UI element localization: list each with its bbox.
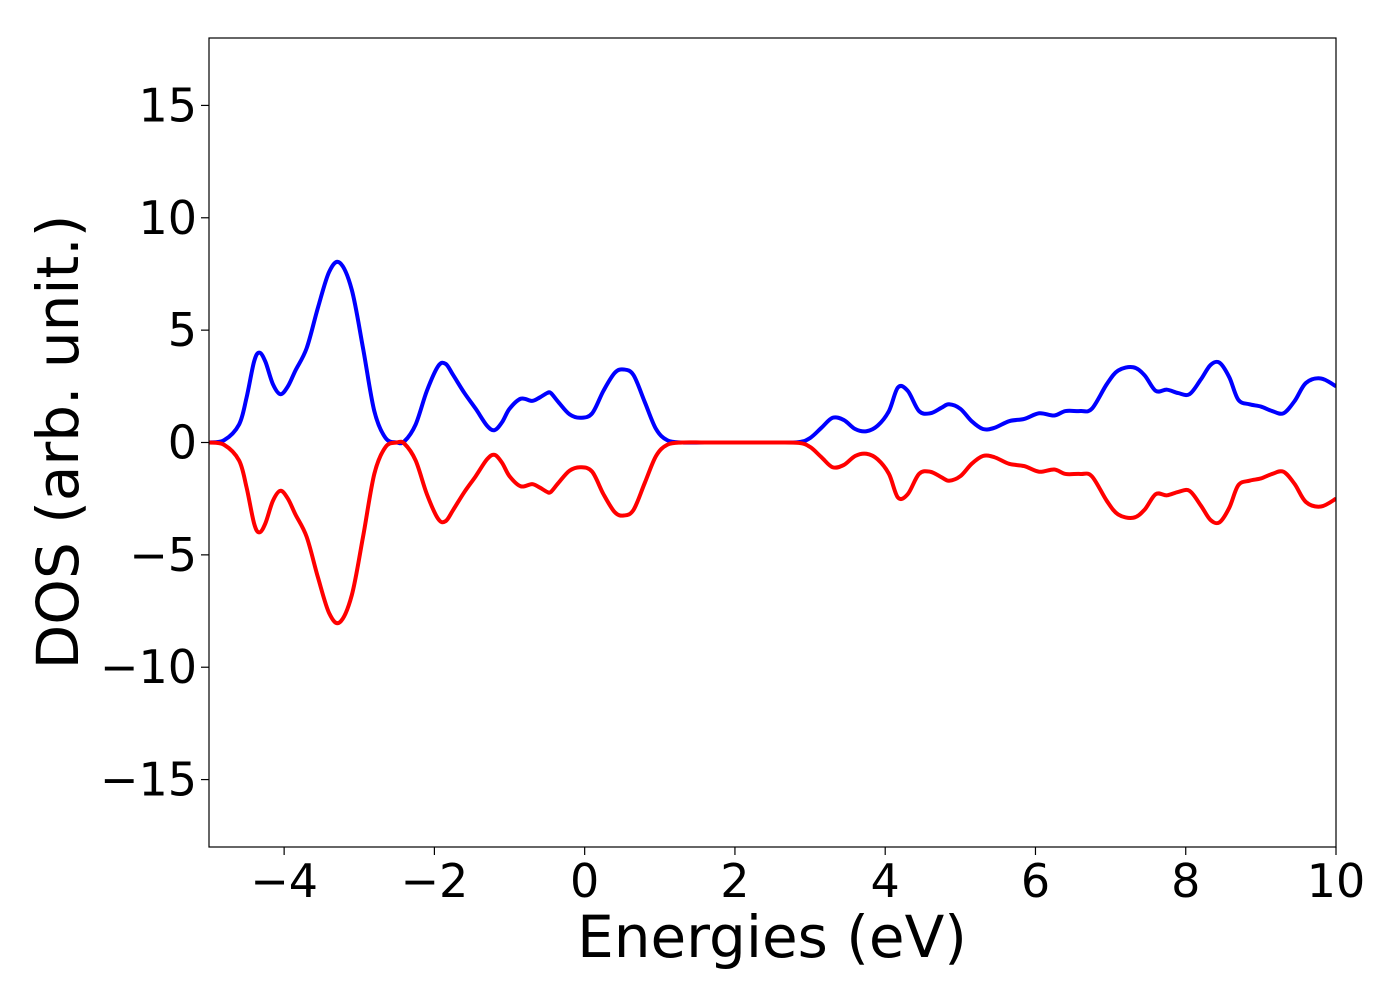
x-tick-label: −4: [250, 854, 318, 908]
y-tick-label: −5: [129, 528, 197, 582]
x-tick-label: 10: [1307, 854, 1366, 908]
series-line-red: [209, 439, 1336, 626]
y-tick-label: 0: [168, 416, 197, 470]
x-axis-ticks: −4 −2 0 2 4 6 8 10: [250, 847, 1365, 908]
x-axis-title: Energies (eV): [577, 903, 967, 971]
y-axis-ticks: 15 10 5 0 −5 −10 −15: [100, 78, 209, 807]
x-tick-label: 0: [570, 854, 599, 908]
y-tick-label: 5: [168, 303, 197, 357]
x-tick-label: 4: [871, 854, 900, 908]
x-tick-label: 2: [720, 854, 749, 908]
y-tick-label: −15: [100, 753, 197, 807]
y-tick-label: −10: [100, 640, 197, 694]
y-tick-label: 15: [138, 78, 197, 132]
y-axis-title: DOS (arb. unit.): [24, 215, 92, 670]
series-line-blue: [209, 259, 1336, 446]
x-tick-label: 8: [1171, 854, 1200, 908]
y-tick-label: 10: [138, 191, 197, 245]
x-tick-label: 6: [1021, 854, 1050, 908]
x-tick-label: −2: [400, 854, 468, 908]
series-layer: [209, 259, 1336, 626]
